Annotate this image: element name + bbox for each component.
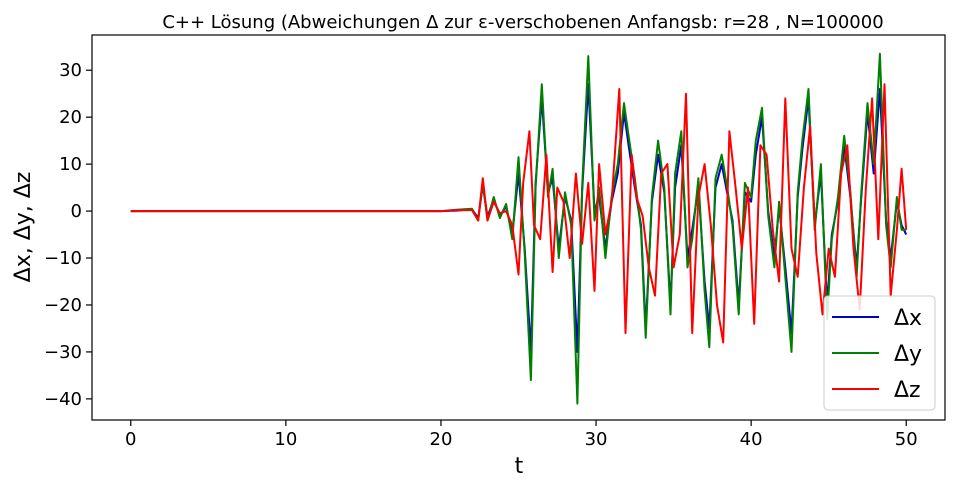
y-tick-label: −30 (44, 342, 82, 363)
series-line-2 (130, 52, 907, 405)
series-lines (130, 52, 908, 405)
x-tick-label: 20 (430, 429, 453, 450)
y-axis-label: Δx, Δy, Δz (11, 172, 36, 283)
legend-label: Δz (894, 378, 921, 403)
y-tick-label: 0 (71, 201, 82, 222)
axes-frame (91, 34, 946, 421)
y-tick-label: −40 (44, 389, 82, 410)
legend: Δx Δy Δz (823, 295, 936, 411)
x-tick-label: 40 (740, 429, 763, 450)
y-tick-label: −10 (44, 248, 82, 269)
y-tick-label: 10 (59, 154, 82, 175)
axes: 0 10 20 30 40 50 −40 −30 −20 −10 0 10 20 30 (44, 34, 946, 450)
legend-label: Δy (894, 342, 922, 367)
x-tick-label: 10 (274, 429, 297, 450)
legend-box (823, 295, 936, 411)
y-tick-label: 30 (59, 60, 82, 81)
chart-title: C++ Lösung (Abweichungen Δ zur ε-verscho… (162, 12, 883, 33)
y-tick-label: −20 (44, 295, 82, 316)
x-tick-label: 50 (895, 429, 918, 450)
series-line-3 (130, 83, 908, 344)
y-tick-label: 20 (59, 107, 82, 128)
x-axis-label: t (515, 454, 524, 479)
legend-label: Δx (894, 306, 922, 331)
x-tick-label: 0 (125, 429, 136, 450)
x-tick-label: 30 (585, 429, 608, 450)
